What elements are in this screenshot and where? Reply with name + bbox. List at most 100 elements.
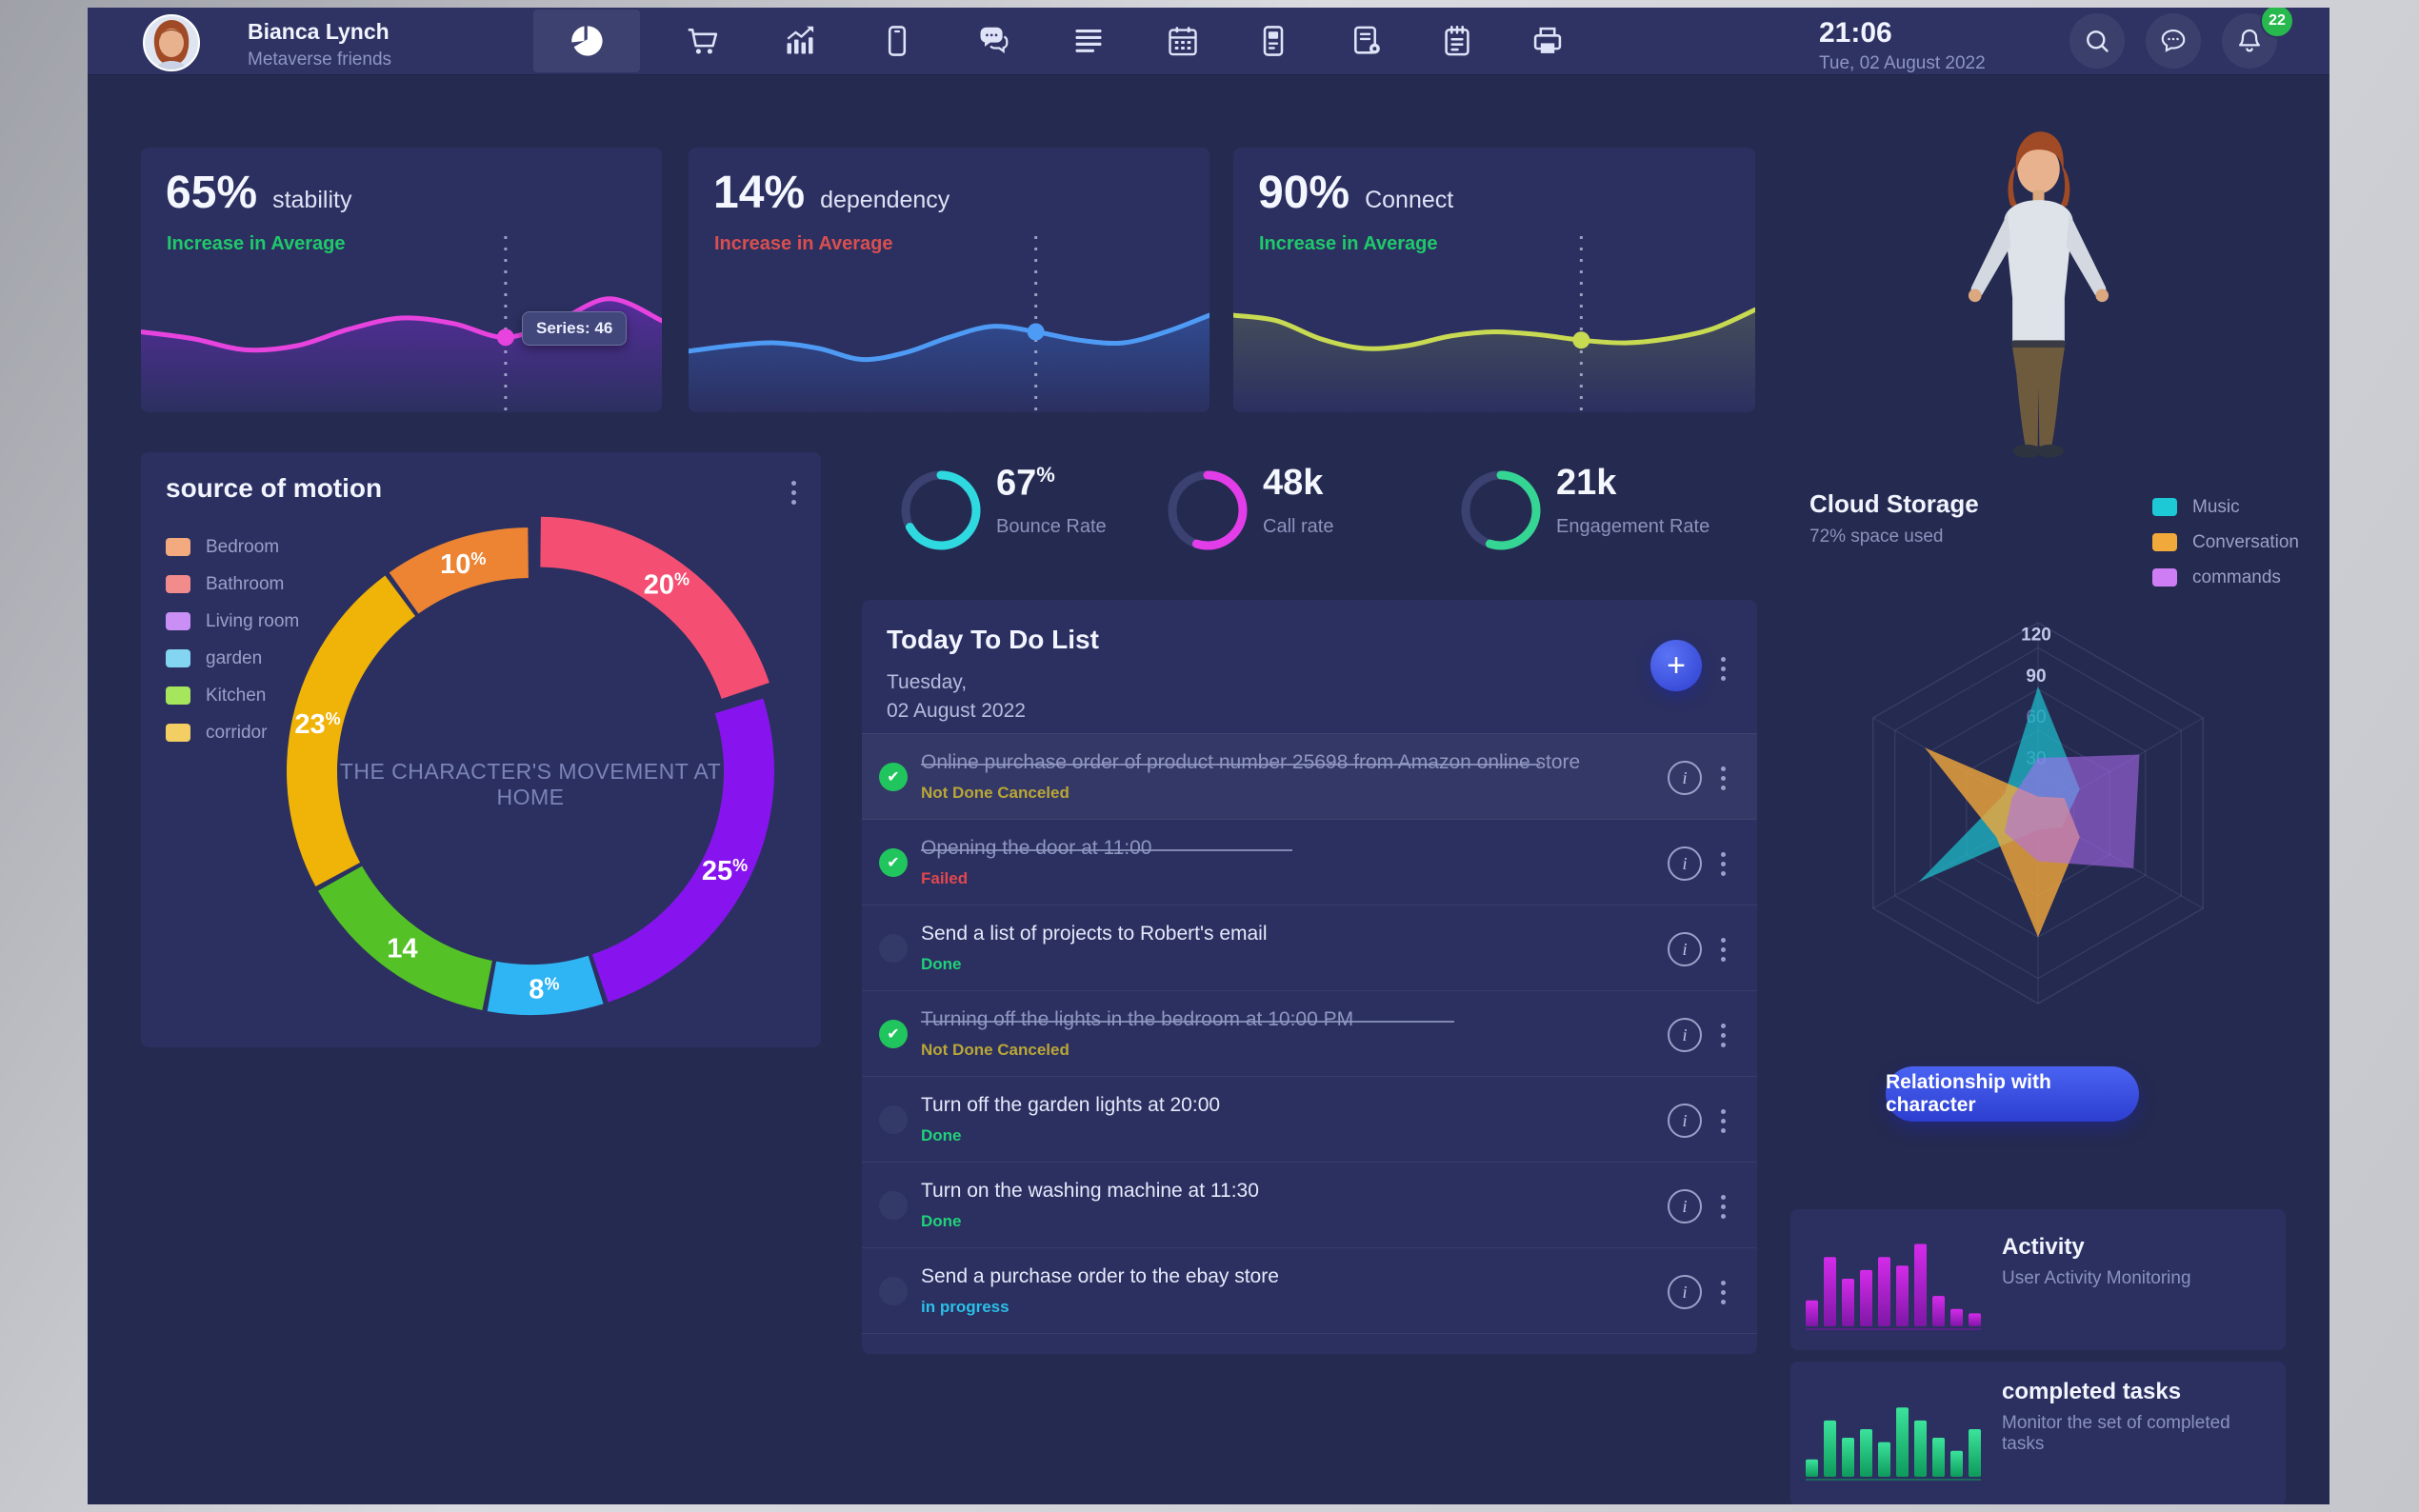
avatar-image bbox=[145, 16, 198, 70]
todo-date-line1: Tuesday, bbox=[887, 671, 968, 693]
task-info-button[interactable]: i bbox=[1668, 1018, 1702, 1052]
task-info-button[interactable]: i bbox=[1668, 932, 1702, 966]
legend-swatch bbox=[166, 686, 190, 705]
mobile-report-icon bbox=[1263, 26, 1284, 56]
activity-card: Activity User Activity Monitoring bbox=[1790, 1209, 2286, 1350]
legend-item[interactable]: Kitchen bbox=[166, 677, 299, 714]
nav-chat-bubbles-button[interactable] bbox=[972, 20, 1014, 62]
donut-slice-label: 8% bbox=[529, 975, 559, 1005]
task-info-button[interactable]: i bbox=[1668, 1275, 1702, 1309]
radar-tick-label: 120 bbox=[2021, 625, 2051, 645]
task-checkbox[interactable]: ✔ bbox=[879, 1020, 908, 1048]
task-info-button[interactable]: i bbox=[1668, 1104, 1702, 1138]
nav-pie-chart-button[interactable] bbox=[565, 20, 607, 62]
task-text: Opening the door at 11:00 bbox=[921, 837, 1152, 859]
cloud-legend-item[interactable]: commands bbox=[2152, 560, 2299, 595]
source-of-motion-title: source of motion bbox=[166, 473, 383, 503]
gauge-bounce-rate: 67% Bounce Rate bbox=[897, 463, 1183, 567]
message-button[interactable] bbox=[2146, 13, 2201, 69]
gauge-engagement-rate: 21k Engagement Rate bbox=[1457, 463, 1743, 567]
connect-value: 90% bbox=[1258, 168, 1350, 218]
gauge-value: 48k bbox=[1263, 463, 1324, 503]
todo-item-5[interactable]: Turn off the garden lights at 20:00 Done i bbox=[862, 1076, 1757, 1163]
donut-slice-bedroom[interactable] bbox=[389, 527, 529, 614]
radar-series-conversation bbox=[1925, 747, 2080, 938]
todo-menu-button[interactable] bbox=[1717, 653, 1729, 685]
relationship-button[interactable]: Relationship with character bbox=[1886, 1066, 2139, 1122]
user-name: Bianca Lynch bbox=[248, 19, 390, 44]
task-checkbox[interactable] bbox=[879, 1105, 908, 1134]
user-subtitle: Metaverse friends bbox=[248, 50, 392, 70]
task-menu-button[interactable] bbox=[1717, 934, 1729, 965]
task-checkbox[interactable] bbox=[879, 934, 908, 963]
cloud-legend-item[interactable]: Conversation bbox=[2152, 525, 2299, 560]
todo-item-4[interactable]: ✔ Turning off the lights in the bedroom a… bbox=[862, 990, 1757, 1077]
donut-slice-garden[interactable] bbox=[487, 955, 604, 1015]
task-status: Failed bbox=[921, 869, 969, 887]
dependency-chart bbox=[689, 236, 1210, 412]
gauge-value: 21k bbox=[1556, 463, 1617, 503]
nav-phone-document-button[interactable] bbox=[876, 20, 918, 62]
motion-donut-chart: 20% 25% 8% 14 23% 10% bbox=[273, 514, 788, 1028]
todo-item-6[interactable]: Turn on the washing machine at 11:30 Done… bbox=[862, 1162, 1757, 1248]
task-menu-button[interactable] bbox=[1717, 763, 1729, 794]
legend-swatch bbox=[2152, 568, 2177, 587]
donut-center-label: THE CHARACTER'S MOVEMENT AT HOME bbox=[339, 759, 722, 809]
nav-file-settings-button[interactable] bbox=[1346, 20, 1388, 62]
source-of-motion-menu-button[interactable] bbox=[788, 477, 800, 508]
task-checkbox[interactable] bbox=[879, 1277, 908, 1305]
activity-subtitle: User Activity Monitoring bbox=[2002, 1268, 2191, 1288]
todo-item-7[interactable]: Send a purchase order to the ebay store i… bbox=[862, 1247, 1757, 1334]
notification-badge: 22 bbox=[2260, 8, 2294, 38]
todo-item-1[interactable]: ✔ Online purchase order of product number… bbox=[862, 733, 1757, 820]
nav-notepad-button[interactable] bbox=[1436, 20, 1478, 62]
task-checkbox[interactable] bbox=[879, 1191, 908, 1220]
nav-shopping-cart-button[interactable] bbox=[681, 20, 723, 62]
task-text: Send a list of projects to Robert's emai… bbox=[921, 923, 1268, 945]
legend-item[interactable]: corridor bbox=[166, 714, 299, 751]
donut-slice-living-room[interactable] bbox=[591, 698, 774, 1003]
todo-item-3[interactable]: Send a list of projects to Robert's emai… bbox=[862, 905, 1757, 991]
gauge-call-rate: 48k Call rate bbox=[1164, 463, 1449, 567]
task-text: Online purchase order of product number … bbox=[921, 751, 1581, 773]
legend-item[interactable]: Bedroom bbox=[166, 528, 299, 566]
nav-calendar-button[interactable] bbox=[1162, 20, 1204, 62]
task-menu-button[interactable] bbox=[1717, 848, 1729, 880]
add-task-button[interactable]: + bbox=[1650, 640, 1702, 691]
cloud-legend-item[interactable]: Music bbox=[2152, 489, 2299, 525]
task-status: Not Done Canceled bbox=[921, 1041, 1070, 1059]
dashboard-app: Bianca Lynch Metaverse friends 21:06 Tue… bbox=[88, 8, 2329, 1504]
stability-trend: Increase in Average bbox=[167, 233, 346, 254]
nav-mobile-report-button[interactable] bbox=[1252, 20, 1294, 62]
task-menu-button[interactable] bbox=[1717, 1020, 1729, 1051]
legend-item[interactable]: Bathroom bbox=[166, 566, 299, 603]
character-3d-avatar[interactable] bbox=[1916, 122, 2161, 472]
task-info-button[interactable]: i bbox=[1668, 846, 1702, 881]
donut-slice-bathroom[interactable] bbox=[540, 516, 770, 699]
task-status: Done bbox=[921, 955, 962, 973]
gauge-label: Engagement Rate bbox=[1556, 516, 1710, 537]
radar-tick-label: 90 bbox=[2026, 666, 2046, 686]
legend-item[interactable]: Living room bbox=[166, 603, 299, 640]
gauge-value: 67% bbox=[996, 463, 1055, 504]
gauge-label: Bounce Rate bbox=[996, 516, 1107, 537]
task-checkbox[interactable]: ✔ bbox=[879, 848, 908, 877]
dependency-value: 14% bbox=[713, 168, 806, 218]
task-status: Not Done Canceled bbox=[921, 784, 1070, 802]
nav-list-button[interactable] bbox=[1068, 20, 1110, 62]
donut-slice-corridor[interactable] bbox=[287, 575, 415, 886]
nav-printer-button[interactable] bbox=[1527, 20, 1569, 62]
avatar[interactable] bbox=[143, 14, 200, 71]
search-button[interactable] bbox=[2069, 13, 2125, 69]
task-menu-button[interactable] bbox=[1717, 1191, 1729, 1223]
donut-slice-kitchen[interactable] bbox=[317, 865, 492, 1010]
task-menu-button[interactable] bbox=[1717, 1277, 1729, 1308]
todo-item-2[interactable]: ✔ Opening the door at 11:00 Failed i bbox=[862, 819, 1757, 905]
nav-growth-chart-button[interactable] bbox=[779, 20, 821, 62]
task-menu-button[interactable] bbox=[1717, 1105, 1729, 1137]
legend-item[interactable]: garden bbox=[166, 640, 299, 677]
task-info-button[interactable]: i bbox=[1668, 761, 1702, 795]
task-checkbox[interactable]: ✔ bbox=[879, 763, 908, 791]
task-info-button[interactable]: i bbox=[1668, 1189, 1702, 1224]
todo-title: Today To Do List bbox=[887, 625, 1099, 654]
